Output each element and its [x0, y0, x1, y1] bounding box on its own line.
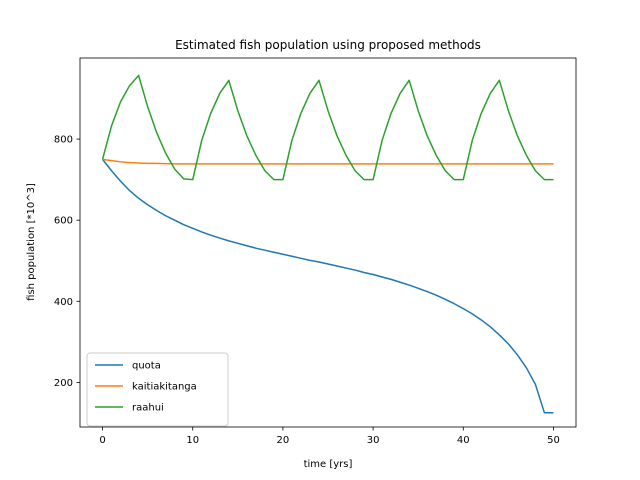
- plot-lines: [101, 74, 554, 414]
- legend-label-quota: quota: [132, 361, 161, 372]
- x-tick-label: 50: [547, 435, 560, 446]
- y-tick-label: 800: [54, 135, 73, 146]
- y-tick-label: 400: [54, 297, 73, 308]
- y-tick-label: 200: [54, 378, 73, 389]
- x-axis-label: time [yrs]: [304, 459, 353, 470]
- chart-title: Estimated fish population using proposed…: [175, 38, 481, 52]
- series-line-quota: [101, 158, 554, 414]
- legend: quota kaitiakitanga raahui: [86, 352, 229, 427]
- series-line-kaitiakitanga: [102, 158, 554, 165]
- x-tick-label: 40: [457, 435, 470, 446]
- series-line-raahui: [101, 74, 554, 181]
- axes-frame: [79, 57, 577, 428]
- y-tick-label: 600: [54, 216, 73, 227]
- x-tick-label: 0: [99, 435, 105, 446]
- y-axis-label: fish population [*10^3]: [26, 183, 37, 301]
- x-tick-label: 10: [186, 435, 199, 446]
- x-tick-label: 20: [277, 435, 290, 446]
- legend-label-kaitiakitanga: kaitiakitanga: [132, 382, 197, 393]
- y-ticks: 200 400 600 800: [54, 135, 80, 389]
- x-ticks: 0 10 20 30 40 50: [99, 427, 560, 446]
- x-tick-label: 30: [367, 435, 380, 446]
- legend-label-raahui: raahui: [132, 403, 164, 414]
